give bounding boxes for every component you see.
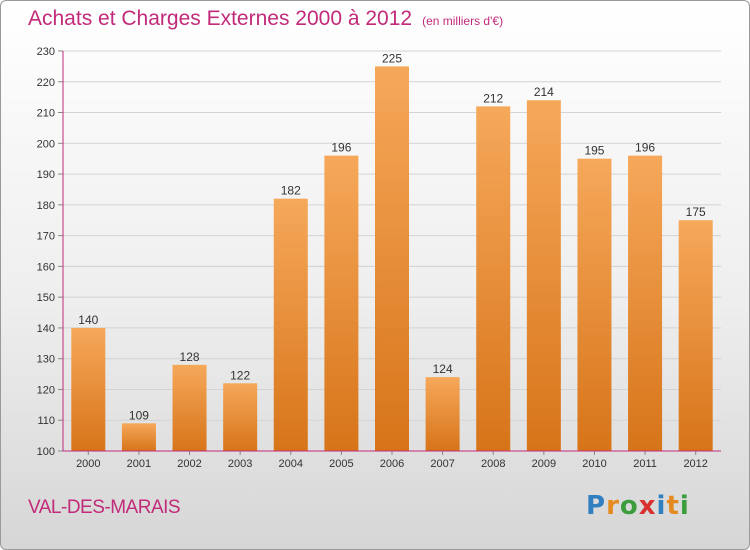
x-tick-label: 2008: [481, 458, 505, 470]
bar: [172, 364, 207, 451]
x-tick-label: 2012: [683, 458, 707, 470]
data-label: 196: [331, 141, 351, 155]
y-tick-label: 120: [37, 384, 55, 396]
bar: [273, 198, 308, 451]
x-tick-label: 2011: [633, 458, 657, 470]
y-tick-label: 180: [37, 200, 55, 212]
y-tick-label: 220: [37, 77, 55, 89]
logo-letter: x: [638, 491, 657, 521]
bar: [526, 100, 561, 451]
data-label: 175: [686, 205, 706, 219]
logo-letter: P: [586, 491, 607, 521]
data-label: 128: [180, 350, 200, 364]
x-tick-label: 2003: [228, 458, 252, 470]
data-labels: 140 109 128 122 182 196 225 124 212 214 195 196 175: [78, 51, 706, 422]
x-tick-label: 2009: [532, 458, 556, 470]
logo-letter: r: [606, 491, 620, 521]
bar: [678, 220, 713, 451]
y-tick-label: 130: [37, 354, 55, 366]
data-label: 214: [534, 85, 554, 99]
y-tick-label: 200: [37, 138, 55, 150]
title-unit: (en milliers d'€): [422, 14, 504, 28]
logo-letter: i: [656, 491, 667, 521]
data-label: 195: [584, 144, 604, 158]
chart-title: Achats et Charges Externes 2000 à 2012 (e…: [28, 7, 503, 31]
x-tick-label: 2007: [430, 458, 454, 470]
data-label: 122: [230, 368, 250, 382]
y-tick-label: 140: [37, 323, 55, 335]
title-text: Achats et Charges Externes 2000 à 2012: [28, 7, 413, 30]
bar: [324, 155, 359, 451]
y-tick-label: 160: [37, 261, 55, 273]
logo-letter: t: [666, 491, 680, 521]
x-tick-label: 2006: [380, 458, 404, 470]
y-tick-label: 210: [37, 108, 55, 120]
bar: [476, 106, 511, 451]
bar: [223, 383, 258, 451]
y-tick-label: 110: [37, 415, 55, 427]
bar: [71, 327, 106, 451]
data-label: 212: [483, 91, 503, 105]
data-label: 140: [78, 313, 98, 327]
x-tick-label: 2004: [279, 458, 303, 470]
proxiti-logo: Proxiti: [586, 491, 690, 521]
x-tick-label: 2010: [582, 458, 606, 470]
x-tick-label: 2002: [177, 458, 201, 470]
x-tick-label: 2001: [127, 458, 151, 470]
bar: [628, 155, 663, 451]
bar: [425, 377, 460, 451]
y-tick-label: 170: [37, 231, 55, 243]
data-label: 109: [129, 408, 149, 422]
data-label: 196: [635, 141, 655, 155]
x-tick-labels: 2000 2001 2002 2003 2004 2005 2006 2007 2008 2009…: [76, 451, 708, 470]
data-label: 124: [433, 362, 453, 376]
y-tick-label: 100: [37, 446, 55, 458]
bar: [577, 158, 612, 451]
data-label: 225: [382, 51, 402, 65]
y-tick-labels: 100 110 120 130 140 150 160 170 180 190 200 210 220 2…: [37, 46, 63, 458]
commune-name: VAL-DES-MARAIS: [28, 497, 181, 518]
x-tick-label: 2000: [76, 458, 100, 470]
axes: [62, 51, 721, 452]
y-tick-label: 190: [37, 169, 55, 181]
y-tick-label: 150: [37, 292, 55, 304]
logo-letter: i: [679, 491, 690, 521]
bar: [121, 423, 156, 451]
bars: [71, 66, 713, 451]
bar: [375, 66, 409, 451]
logo-letter: o: [619, 491, 639, 521]
y-tick-label: 230: [37, 46, 55, 58]
x-tick-label: 2005: [329, 458, 353, 470]
data-label: 182: [281, 184, 301, 198]
